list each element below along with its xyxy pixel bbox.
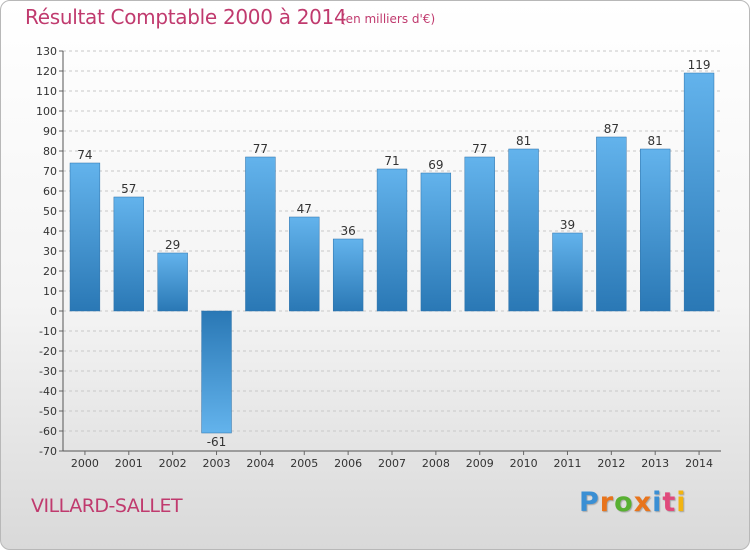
data-label-2012: 87 bbox=[604, 122, 619, 136]
y-tick-label: 80 bbox=[43, 145, 57, 158]
logo-letter: r bbox=[599, 487, 615, 518]
chart-subtitle: (en milliers d'€) bbox=[341, 12, 436, 26]
y-tick-label: 60 bbox=[43, 185, 57, 198]
y-tick-label: -10 bbox=[39, 325, 57, 338]
data-label-2008: 69 bbox=[428, 158, 443, 172]
y-tick-label: 70 bbox=[43, 165, 57, 178]
data-label-2011: 39 bbox=[560, 218, 575, 232]
y-tick-label: 90 bbox=[43, 125, 57, 138]
x-tick-label-2004: 2004 bbox=[246, 457, 274, 470]
data-label-2013: 81 bbox=[648, 134, 663, 148]
data-label-2001: 57 bbox=[121, 182, 136, 196]
bar-2009 bbox=[464, 156, 495, 312]
bar-2012 bbox=[596, 136, 627, 312]
logo-letter: P bbox=[579, 487, 600, 518]
y-tick-label: -60 bbox=[39, 425, 57, 438]
bar-2014 bbox=[683, 72, 715, 312]
logo-letter: i bbox=[676, 487, 687, 518]
x-tick-label-2001: 2001 bbox=[115, 457, 143, 470]
x-tick-label-2014: 2014 bbox=[685, 457, 713, 470]
x-tick-label-2002: 2002 bbox=[159, 457, 187, 470]
data-label-2014: 119 bbox=[688, 58, 711, 72]
bar-2001 bbox=[113, 196, 144, 312]
bar-2013 bbox=[640, 148, 671, 312]
commune-name: VILLARD-SALLET bbox=[31, 495, 183, 517]
x-tick-label-2000: 2000 bbox=[71, 457, 99, 470]
logo-letter: i bbox=[652, 487, 663, 518]
logo-letter: o bbox=[614, 487, 634, 518]
bar-2007 bbox=[376, 168, 408, 312]
data-label-2002: 29 bbox=[165, 238, 180, 252]
y-tick-label: -50 bbox=[39, 405, 57, 418]
y-tick-label: 30 bbox=[43, 245, 57, 258]
y-tick-label: 40 bbox=[43, 225, 57, 238]
bar-2006 bbox=[332, 238, 364, 312]
data-label-2000: 74 bbox=[77, 148, 92, 162]
bar-2005 bbox=[289, 216, 320, 312]
bar-2000 bbox=[69, 162, 101, 312]
x-tick-label-2012: 2012 bbox=[597, 457, 625, 470]
bar-2010 bbox=[508, 148, 539, 312]
y-tick-label: 10 bbox=[43, 285, 57, 298]
x-tick-label-2011: 2011 bbox=[553, 457, 581, 470]
proxiti-logo[interactable]: Proxiti bbox=[579, 487, 687, 518]
x-tick-label-2006: 2006 bbox=[334, 457, 362, 470]
y-tick-label: -20 bbox=[39, 345, 57, 358]
y-tick-label: 120 bbox=[36, 65, 57, 78]
axes: -70 -60 -50 -40 -30 -20 -10 0 10 20 30 40 50 60 70 80 90… bbox=[36, 45, 721, 470]
chart-title: Résultat Comptable 2000 à 2014 bbox=[25, 5, 347, 29]
y-tick-label: -70 bbox=[39, 445, 57, 458]
data-label-2010: 81 bbox=[516, 134, 531, 148]
data-label-2006: 36 bbox=[340, 224, 355, 238]
y-tick-label: 110 bbox=[36, 85, 57, 98]
data-label-2004: 77 bbox=[253, 142, 268, 156]
bar-2004 bbox=[245, 156, 276, 312]
data-label-2005: 47 bbox=[297, 202, 312, 216]
bar-2002 bbox=[157, 252, 188, 312]
logo-letter: x bbox=[633, 487, 653, 518]
x-tick-label-2003: 2003 bbox=[203, 457, 231, 470]
x-tick-label-2013: 2013 bbox=[641, 457, 669, 470]
bar-2003 bbox=[201, 310, 232, 434]
x-tick-label-2010: 2010 bbox=[510, 457, 538, 470]
y-tick-label: 130 bbox=[36, 45, 57, 58]
y-tick-label: 0 bbox=[50, 305, 57, 318]
data-label-2009: 77 bbox=[472, 142, 487, 156]
y-tick-label: -40 bbox=[39, 385, 57, 398]
y-tick-label: 20 bbox=[43, 265, 57, 278]
y-tick-label: 50 bbox=[43, 205, 57, 218]
data-label-2007: 71 bbox=[384, 154, 399, 168]
x-tick-label-2009: 2009 bbox=[466, 457, 494, 470]
x-tick-label-2008: 2008 bbox=[422, 457, 450, 470]
y-tick-label: -30 bbox=[39, 365, 57, 378]
data-label-2003: -61 bbox=[207, 435, 227, 449]
data-labels: 74 57 29 -61 77 47 36 71 69 77 81 39 87 81 119 bbox=[77, 58, 710, 449]
x-tick-label-2005: 2005 bbox=[290, 457, 318, 470]
bar-2011 bbox=[552, 232, 583, 312]
y-tick-label: 100 bbox=[36, 105, 57, 118]
bar-2008 bbox=[420, 172, 452, 312]
bars bbox=[69, 72, 715, 434]
x-tick-label-2007: 2007 bbox=[378, 457, 406, 470]
logo-letter: t bbox=[662, 487, 677, 518]
